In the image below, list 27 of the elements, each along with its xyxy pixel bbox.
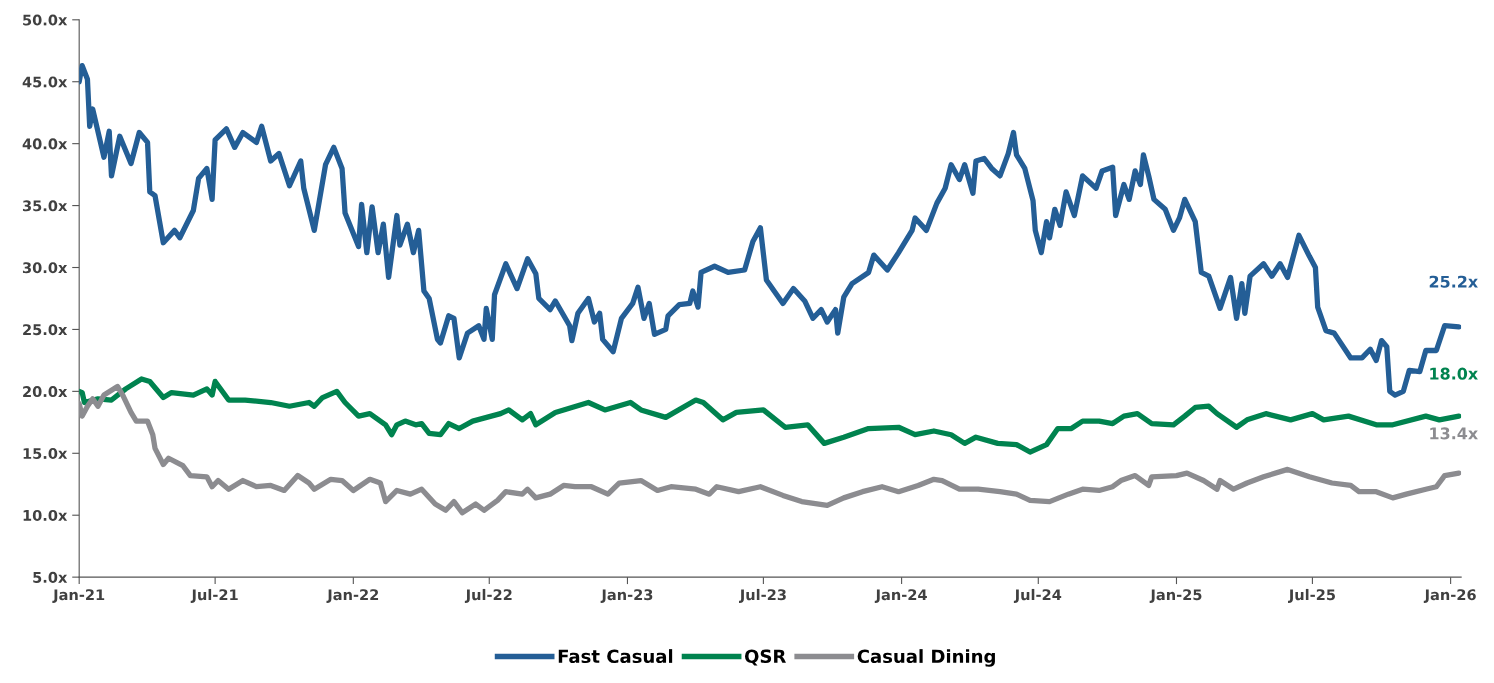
annotation: 13.4x	[1430, 427, 1478, 440]
x-tick-label: Jul-24	[1013, 588, 1062, 603]
y-tick-label: 30.0x	[22, 262, 68, 274]
y-tick-label: 50.0x	[23, 14, 68, 26]
y-tick-label: 40.0x	[22, 138, 68, 150]
y-tick-label: 25.0x	[23, 324, 68, 336]
y-tick-label: 45.0x	[22, 76, 68, 88]
annotation: 18.0x	[1430, 367, 1478, 380]
x-tick-label: Jan-26	[1423, 589, 1476, 603]
legend-label: Casual Dining	[857, 649, 995, 667]
x-tick-label: Jan-25	[1149, 589, 1202, 603]
y-tick-label: 5.0x	[33, 571, 68, 583]
legend-label: QSR	[744, 649, 786, 666]
x-tick-label: Jan-21	[52, 589, 105, 603]
legend-label: Fast Casual	[558, 649, 673, 664]
y-tick-label: 10.0x	[23, 509, 68, 521]
x-tick-label: Jul-23	[739, 588, 786, 603]
x-tick-label: Jul-25	[1288, 588, 1335, 603]
annotation: 25.2x	[1429, 275, 1478, 288]
y-tick-label: 20.0x	[23, 386, 68, 398]
y-tick-label: 15.0x	[23, 448, 68, 460]
x-tick-label: Jan-22	[326, 589, 379, 603]
x-tick-label: Jul-21	[190, 588, 238, 603]
x-tick-label: Jan-24	[874, 589, 927, 603]
y-tick-label: 35.0x	[22, 200, 68, 212]
x-tick-label: Jul-22	[464, 588, 512, 603]
x-tick-label: Jan-23	[600, 589, 653, 603]
